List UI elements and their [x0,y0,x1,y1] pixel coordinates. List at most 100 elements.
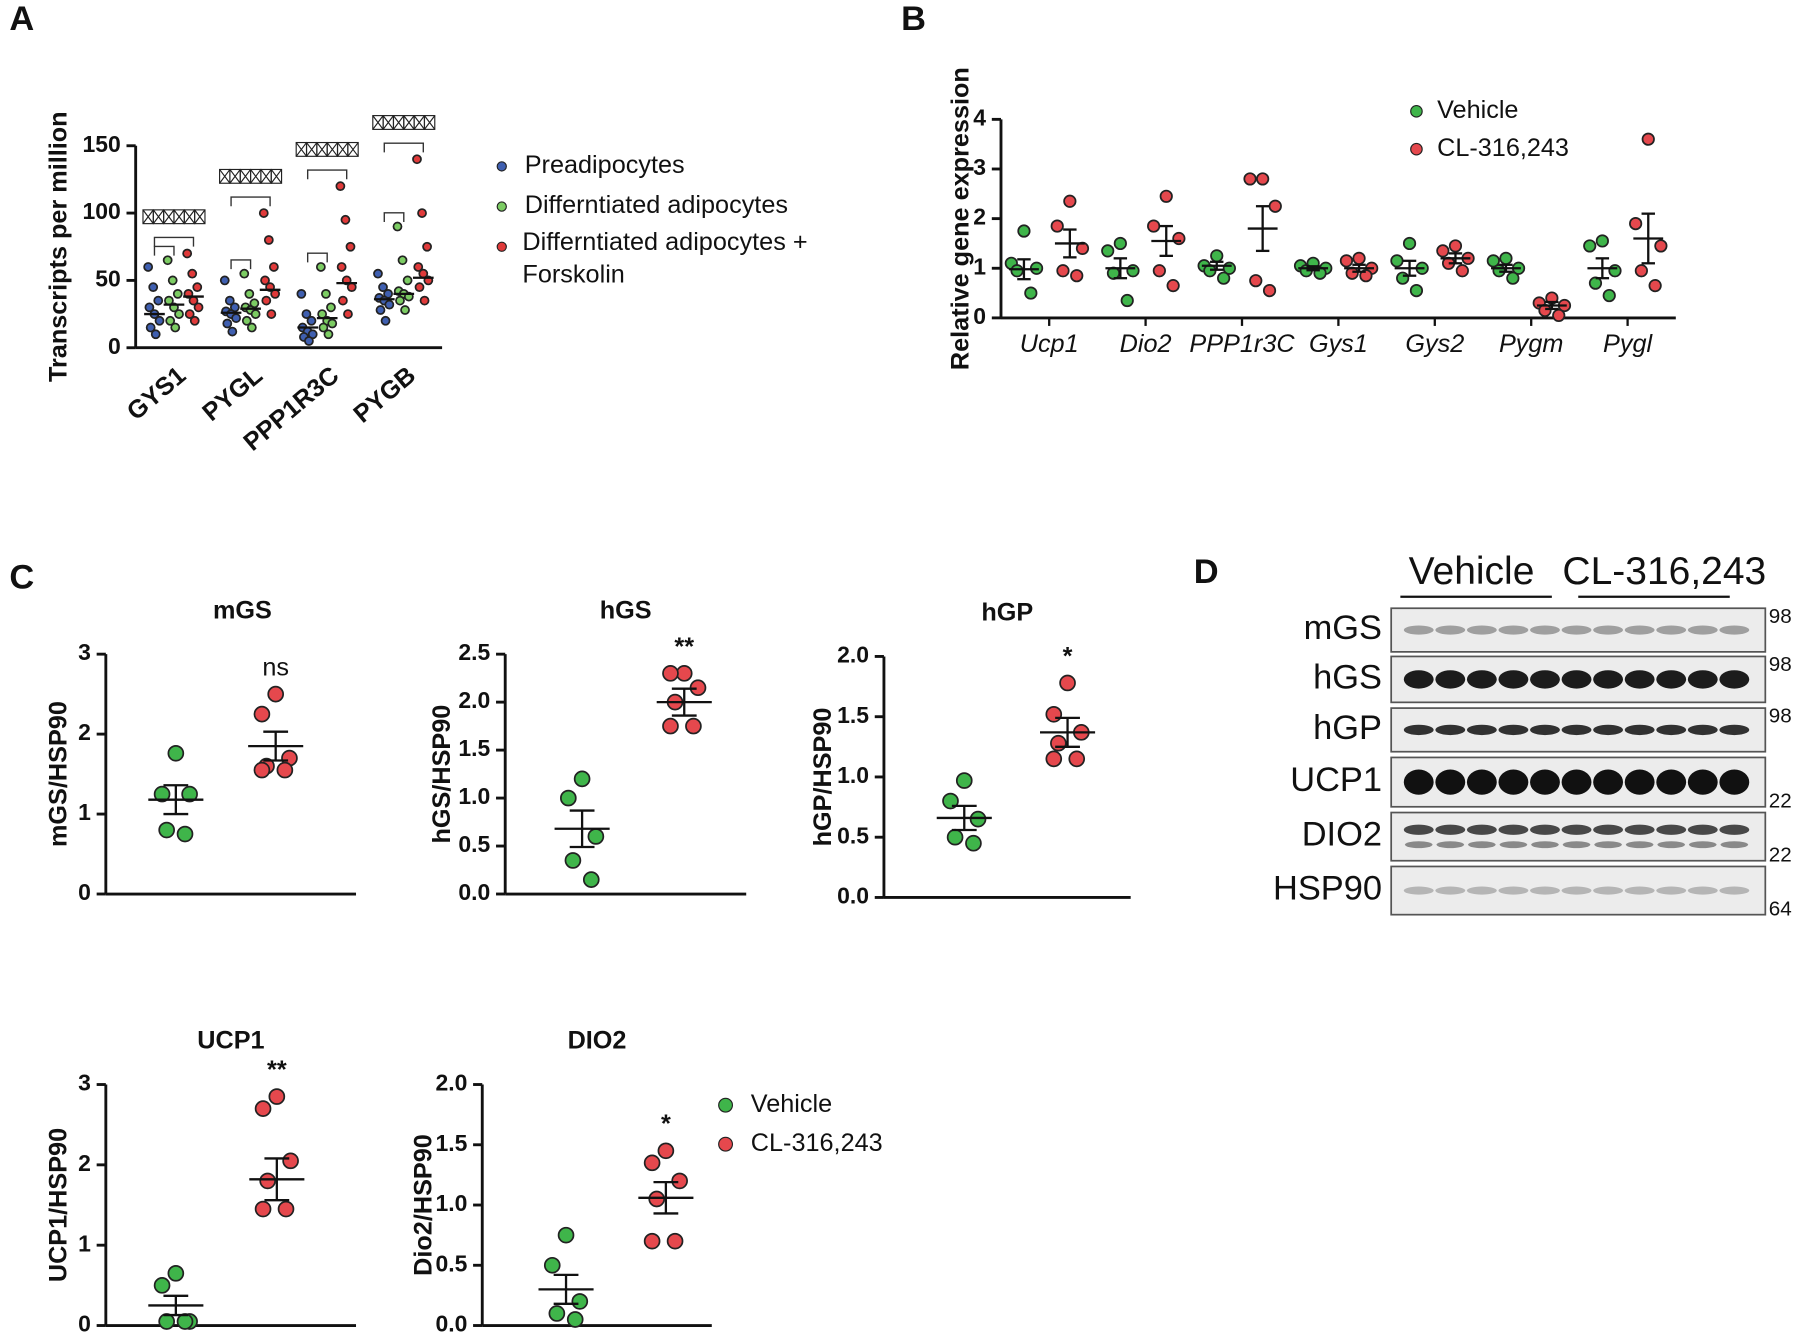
blot-band [1657,841,1685,849]
significance: ** [674,633,694,661]
blot-band [1466,886,1497,895]
data-point [1595,234,1609,248]
sig-glyph [173,209,185,224]
sig-glyph [219,169,231,184]
data-point [1256,172,1270,186]
data-point [1126,264,1140,278]
y-tick-label: 1.0 [458,783,490,809]
blot-band [1561,769,1592,795]
sig-glyph [347,142,359,157]
x-tick-label: PYGB [348,361,421,428]
blot-band [1530,670,1560,689]
legend-label: Differntiated adipocytes [525,191,788,219]
blot-band [1719,824,1750,835]
data-point [172,288,183,299]
data-point [375,305,386,315]
x-tick-label: Pygm [1499,330,1564,358]
blot-band [1403,625,1434,635]
data-point [267,685,285,703]
x-tick-label: GYS1 [122,361,192,426]
data-point [560,789,577,807]
legend-marker [1410,105,1423,118]
data-point [422,241,432,252]
panel-label: B [901,0,926,38]
data-point [154,315,165,326]
group-label: Vehicle [1409,550,1535,593]
data-point [1120,293,1134,308]
data-point [1217,271,1231,285]
data-point [268,262,279,272]
data-point [1390,254,1404,268]
blot-mw: 98 [1769,605,1792,628]
data-point [260,275,270,286]
blot-band [1719,769,1750,795]
data-point [1499,251,1513,265]
data-point [1166,279,1180,293]
data-point [1172,231,1186,246]
blot-mw: 98 [1769,653,1792,676]
data-point [241,315,252,326]
data-point [1608,264,1622,278]
sig-glyph [194,209,206,225]
blot-mw: 98 [1769,705,1792,728]
blot-band [1593,886,1624,895]
panel-label: C [9,559,34,597]
data-point [153,295,164,306]
sig-glyph [152,209,165,224]
y-tick-label: 2.0 [837,642,869,668]
blot-band [1466,625,1497,635]
y-tick-label: 0 [973,303,986,329]
legend-marker [496,201,507,212]
blot-band [1498,670,1529,689]
data-point [227,326,238,337]
data-point [1059,674,1076,692]
blot-band [1530,886,1560,895]
bracket [153,236,195,247]
y-tick-label: 0 [78,1311,91,1337]
chart-title: hGP [981,599,1033,627]
sig-glyph [316,142,328,157]
data-point [321,288,331,299]
y-tick-label: 50 [95,265,121,291]
y-tick-label: 2 [78,719,91,745]
blot-band [1593,670,1624,689]
sig-glyph [260,169,272,184]
blot-band [1435,824,1466,835]
data-point [259,1172,276,1190]
panel-label: A [9,0,34,38]
blot-band [1404,841,1433,849]
y-tick-label: 2 [973,204,986,230]
y-tick-label: 1.0 [837,762,869,788]
blot-mw: 22 [1769,790,1792,813]
data-point [258,208,269,218]
y-tick-label: 2 [78,1150,91,1176]
blot-band [1435,886,1466,895]
data-point [165,315,176,326]
data-point [666,1232,684,1250]
legend-marker [496,241,507,252]
blot-band [1561,886,1592,895]
data-point [1243,172,1257,186]
blot-row-label: HSP90 [1273,870,1382,908]
blot-mw: 22 [1769,844,1792,867]
sig-glyph [270,169,283,184]
sig-glyph [382,115,394,130]
sig-glyph [229,169,241,184]
data-point [1063,194,1077,208]
data-point [192,282,203,293]
data-point [338,295,348,306]
bracket [383,212,405,222]
data-point [306,315,317,326]
data-point [261,295,272,306]
bracket [383,142,424,153]
y-tick-label: 0.5 [837,822,869,848]
legend-marker [718,1097,734,1113]
blot-band [1687,670,1718,689]
data-point [1152,264,1166,278]
blot-band [1593,625,1624,635]
blot-band [1530,769,1560,795]
data-point [182,248,193,259]
data-point [254,1100,272,1117]
data-point [266,309,277,319]
